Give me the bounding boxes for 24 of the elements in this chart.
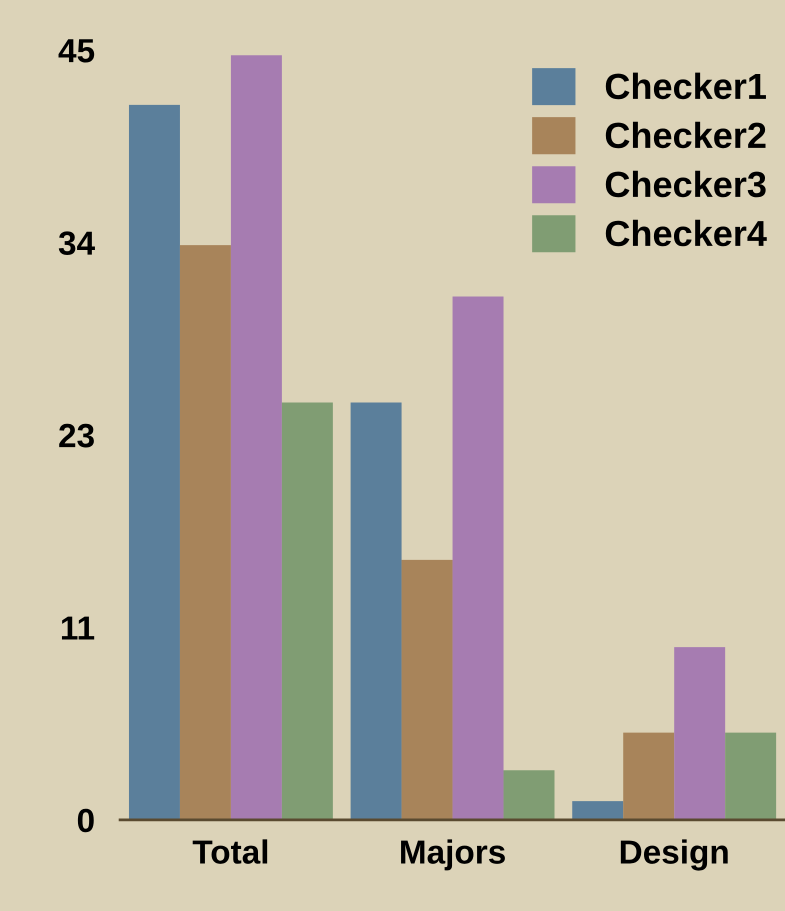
bar [572, 801, 624, 820]
bar [452, 296, 504, 820]
legend-label: Checker1 [606, 72, 766, 100]
bar [230, 55, 282, 820]
y-tick-label: 45 [58, 39, 94, 63]
x-tick-label: Design [620, 839, 728, 871]
y-tick-label: 11 [62, 616, 94, 640]
bar [725, 732, 776, 820]
bar [402, 560, 453, 820]
y-tick-label: 23 [59, 424, 94, 448]
x-tick-label: Total [192, 839, 268, 864]
bar [674, 647, 726, 820]
bar [350, 402, 402, 820]
bar [282, 402, 333, 820]
y-tick-label: 34 [58, 231, 95, 256]
bar [128, 104, 180, 820]
legend-label: Checker3 [606, 170, 766, 198]
y-tick-label: 0 [78, 808, 94, 832]
bar [623, 732, 674, 820]
legend-label: Checker2 [606, 122, 766, 148]
bar [504, 770, 555, 820]
bar [180, 245, 231, 820]
legend-label: Checker4 [606, 220, 767, 246]
x-tick-label: Majors [401, 839, 505, 870]
